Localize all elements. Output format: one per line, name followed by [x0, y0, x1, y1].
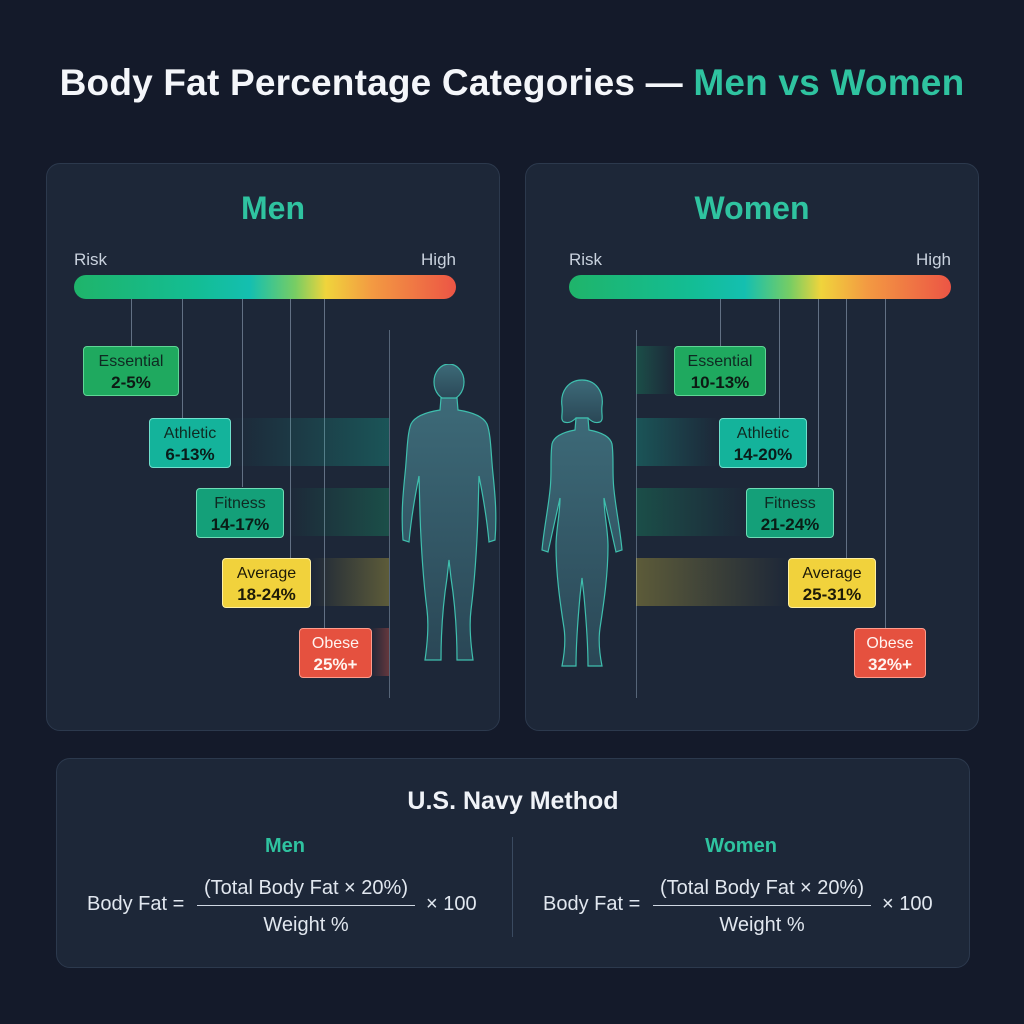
- men-category-essential: Essential 2-5%: [83, 346, 179, 396]
- women-band-athletic: [636, 418, 719, 466]
- women-reference-line: [636, 330, 637, 698]
- women-athletic-range: 14-20%: [733, 445, 793, 464]
- men-leader-athletic: [182, 299, 183, 418]
- men-athletic-range: 6-13%: [165, 445, 215, 464]
- men-leader-essential: [131, 299, 132, 347]
- women-formula-rhs: × 100: [882, 893, 933, 915]
- women-leader-fitness: [818, 299, 819, 487]
- women-leader-average: [846, 299, 847, 558]
- men-fraction-bar: [197, 905, 415, 906]
- women-leader-athletic: [779, 299, 780, 418]
- title-main: Body Fat Percentage Categories —: [59, 62, 694, 103]
- navy-method-title: U.S. Navy Method: [407, 787, 619, 815]
- men-panel: Men Risk High Essential 2-5% Athletic 6-…: [46, 163, 500, 731]
- women-band-essential: [636, 346, 674, 394]
- women-formula: Women Body Fat = (Total Body Fat × 20%) …: [513, 835, 969, 955]
- women-panel: Women Risk High Essential 10-13% Athleti…: [525, 163, 979, 731]
- women-average-range: 25-31%: [802, 585, 862, 604]
- female-silhouette-icon: [541, 379, 623, 667]
- women-obese-label: Obese: [866, 635, 914, 652]
- women-category-average: Average 25-31%: [788, 558, 876, 608]
- men-formula-lhs: Body Fat =: [87, 893, 185, 915]
- women-band-fitness: [636, 488, 746, 536]
- men-formula-denominator: Weight %: [263, 914, 349, 936]
- men-formula-fraction: (Total Body Fat × 20%) Weight %: [197, 875, 415, 938]
- men-reference-line: [389, 330, 390, 698]
- men-band-fitness: [285, 488, 389, 536]
- men-essential-range: 2-5%: [111, 373, 151, 392]
- men-formula-heading: Men: [265, 835, 305, 857]
- women-leader-essential: [720, 299, 721, 347]
- women-panel-title: Women: [694, 190, 810, 226]
- women-formula-heading: Women: [705, 835, 777, 857]
- women-scale-high-label: High: [916, 250, 951, 269]
- men-band-obese: [371, 628, 389, 676]
- title-accent: Men vs Women: [693, 62, 965, 103]
- women-formula-fraction: (Total Body Fat × 20%) Weight %: [653, 875, 871, 938]
- page-title: Body Fat Percentage Categories — Men vs …: [0, 62, 1024, 104]
- women-essential-label: Essential: [687, 353, 753, 370]
- men-fitness-label: Fitness: [214, 495, 266, 512]
- women-formula-denominator: Weight %: [719, 914, 805, 936]
- women-fitness-label: Fitness: [764, 495, 816, 512]
- women-category-obese: Obese 32%+: [854, 628, 926, 678]
- women-category-fitness: Fitness 21-24%: [746, 488, 834, 538]
- men-scale-high-label: High: [421, 250, 456, 269]
- women-leader-obese: [885, 299, 886, 628]
- women-fitness-range: 21-24%: [760, 515, 820, 534]
- formula-divider: [512, 837, 513, 937]
- men-scale-low-label: Risk: [74, 250, 108, 269]
- men-leader-average: [290, 299, 291, 558]
- men-band-athletic: [229, 418, 389, 466]
- women-fraction-bar: [653, 905, 871, 906]
- men-formula-numerator: (Total Body Fat × 20%): [204, 877, 408, 899]
- women-category-essential: Essential 10-13%: [674, 346, 766, 396]
- men-fitness-range: 14-17%: [210, 515, 270, 534]
- men-leader-fitness: [242, 299, 243, 487]
- women-formula-numerator: (Total Body Fat × 20%): [660, 877, 864, 899]
- men-panel-title: Men: [241, 190, 305, 226]
- women-obese-range: 32%+: [868, 655, 912, 674]
- men-average-range: 18-24%: [237, 585, 296, 604]
- men-category-obese: Obese 25%+: [299, 628, 372, 678]
- men-obese-range: 25%+: [313, 655, 358, 674]
- women-band-average: [636, 558, 788, 606]
- men-formula: Men Body Fat = (Total Body Fat × 20%) We…: [57, 835, 513, 955]
- men-category-athletic: Athletic 6-13%: [149, 418, 231, 468]
- women-athletic-label: Athletic: [736, 425, 790, 442]
- women-average-label: Average: [802, 565, 862, 582]
- men-essential-label: Essential: [98, 353, 164, 370]
- men-average-label: Average: [236, 565, 297, 582]
- men-risk-gradient-bar: [74, 275, 456, 299]
- men-obese-label: Obese: [311, 635, 360, 652]
- male-silhouette-icon: [401, 364, 497, 661]
- men-band-average: [311, 558, 389, 606]
- women-category-athletic: Athletic 14-20%: [719, 418, 807, 468]
- men-formula-rhs: × 100: [426, 893, 477, 915]
- men-category-average: Average 18-24%: [222, 558, 311, 608]
- men-athletic-label: Athletic: [163, 425, 217, 442]
- men-leader-obese: [324, 299, 325, 628]
- women-essential-range: 10-13%: [690, 373, 750, 392]
- women-scale-low-label: Risk: [569, 250, 603, 269]
- navy-method-panel: U.S. Navy Method Men Body Fat = (Total B…: [56, 758, 970, 968]
- men-category-fitness: Fitness 14-17%: [196, 488, 284, 538]
- women-formula-lhs: Body Fat =: [543, 893, 641, 915]
- women-risk-gradient-bar: [569, 275, 951, 299]
